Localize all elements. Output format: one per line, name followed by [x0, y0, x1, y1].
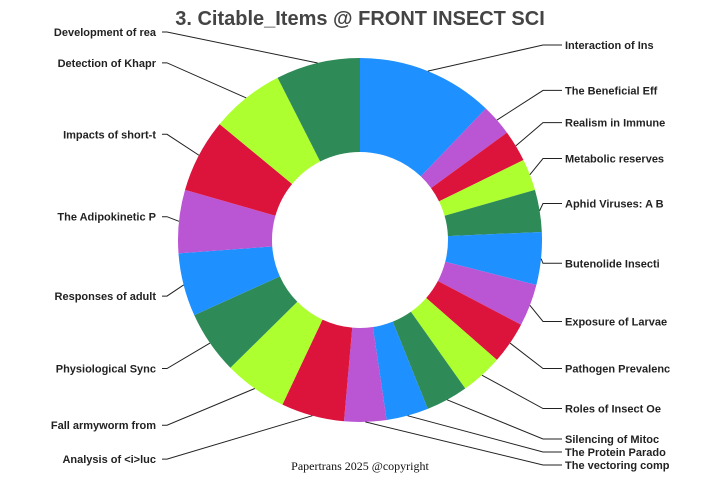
leader-line-16	[162, 216, 180, 222]
slice-labels: Interaction of Ins The Beneficial Eff Real…	[51, 27, 670, 472]
slice-18	[219, 77, 321, 184]
slice-14	[194, 276, 298, 368]
slice-label-10: The Protein Parado	[565, 447, 666, 459]
leader-line-17	[162, 133, 200, 156]
leader-line-0	[427, 44, 562, 72]
leader-line-9	[446, 399, 562, 440]
slice-label-3: Metabolic reserves	[565, 154, 664, 166]
slice-1	[420, 108, 507, 189]
chart-title: 3. Citable_Items @ FRONT INSECT SCI	[175, 8, 545, 30]
slice-label-16: The Adipokinetic P	[57, 212, 156, 224]
slice-9	[392, 311, 466, 409]
slice-label-6: Exposure of Larvae	[565, 316, 667, 328]
slice-5	[445, 231, 543, 285]
leader-line-2	[515, 122, 562, 147]
slice-6	[437, 261, 537, 325]
slice-2	[431, 132, 524, 202]
slice-label-19: Development of rea	[54, 27, 157, 39]
donut-slices	[178, 58, 543, 422]
slice-label-7: Pathogen Prevalenc	[565, 364, 670, 376]
label-leaders	[162, 31, 562, 466]
leader-line-3	[529, 158, 562, 176]
leader-line-4	[539, 203, 562, 211]
slice-label-2: Realism in Immune	[565, 118, 665, 130]
slice-label-13: Fall armyworm from	[51, 420, 156, 432]
slice-label-9: Silencing of Mitoc	[565, 434, 659, 446]
leader-line-6	[529, 304, 562, 322]
leader-line-7	[509, 342, 562, 370]
leader-line-8	[481, 374, 562, 410]
leader-line-12	[162, 415, 313, 460]
chart-footer: Papertrans 2025 @copyright	[291, 459, 429, 473]
slice-4	[444, 189, 542, 237]
slice-label-14: Physiological Sync	[56, 364, 156, 376]
leader-line-15	[162, 284, 184, 297]
slice-label-17: Impacts of short-t	[63, 129, 156, 141]
slice-15	[178, 246, 280, 316]
leader-line-5	[540, 258, 562, 264]
slice-label-18: Detection of Khapr	[58, 58, 157, 70]
slice-label-5: Butenolide Insecti	[565, 258, 660, 270]
slice-11	[343, 327, 387, 422]
leader-line-19	[162, 31, 318, 64]
slice-12	[282, 319, 353, 422]
leader-line-18	[162, 62, 247, 99]
slice-label-12: Analysis of <i>luc	[62, 454, 156, 466]
leader-line-13	[162, 388, 255, 426]
slice-3	[439, 160, 535, 216]
slice-13	[230, 301, 323, 405]
slice-7	[426, 280, 522, 360]
slice-0	[360, 58, 486, 177]
slice-label-11: The vectoring comp	[565, 460, 670, 472]
slice-label-0: Interaction of Ins	[565, 40, 654, 52]
leader-line-11	[365, 421, 562, 466]
slice-8	[410, 297, 497, 389]
leader-line-14	[162, 342, 211, 370]
slice-label-15: Responses of adult	[55, 291, 157, 303]
slice-label-1: The Beneficial Eff	[565, 85, 658, 97]
leader-line-1	[496, 89, 562, 121]
slice-16	[178, 189, 276, 254]
slice-label-4: Aphid Viruses: A B	[565, 199, 664, 211]
slice-19	[277, 58, 360, 162]
slice-17	[185, 124, 293, 216]
leader-line-10	[407, 415, 562, 453]
slice-label-8: Roles of Insect Oe	[565, 404, 661, 416]
slice-10	[372, 321, 428, 421]
